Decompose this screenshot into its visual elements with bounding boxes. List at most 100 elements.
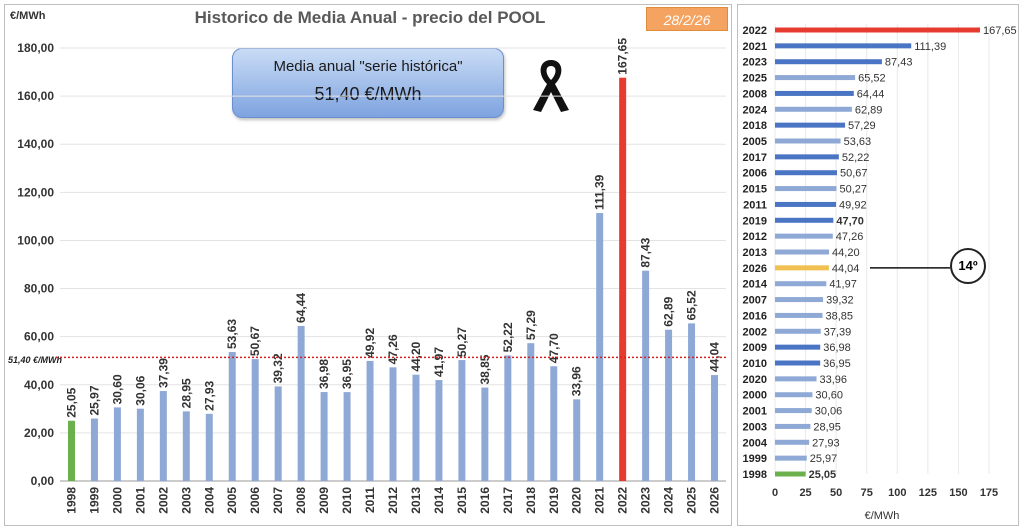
rank-bar-2003 (775, 423, 811, 429)
bar-value-label-2008: 64,44 (294, 293, 308, 323)
rank-value-label-2007: 39,32 (826, 295, 854, 307)
bar-2025 (688, 323, 696, 481)
rank-value-label-2023: 87,43 (885, 57, 913, 69)
rank-year-label-2018: 2018 (743, 120, 767, 132)
rank-year-label-2023: 2023 (743, 57, 767, 69)
rank-bar-2002 (775, 328, 821, 334)
rank-bar-2025 (775, 75, 856, 81)
bar-value-label-2000: 30,60 (110, 374, 124, 404)
bar-1998 (67, 420, 75, 481)
rank-bar-2019 (775, 217, 834, 223)
bar-value-label-2025: 65,52 (685, 290, 699, 320)
rank-value-label-2020: 33,96 (820, 374, 848, 386)
rank-year-label-2010: 2010 (743, 358, 767, 370)
rank-year-label-2013: 2013 (743, 247, 767, 259)
rank-bar-2008 (775, 90, 854, 96)
bar-2016 (481, 387, 489, 481)
bar-2020 (573, 399, 581, 481)
x-tick-label-2018: 2018 (524, 487, 538, 514)
x-tick-label-2011: 2011 (363, 487, 377, 513)
x-tick-label-2006: 2006 (248, 487, 262, 514)
rank-year-label-2009: 2009 (743, 342, 767, 354)
rank-year-label-2005: 2005 (743, 136, 767, 148)
rank-bar-2001 (775, 408, 812, 414)
rank-value-label-2002: 37,39 (824, 326, 852, 338)
x-tick-label-2022: 2022 (616, 487, 630, 514)
rank-value-label-2012: 47,26 (836, 231, 864, 243)
rank-value-label-2008: 64,44 (857, 88, 885, 100)
x-tick-label-1999: 1999 (87, 487, 101, 514)
rank-value-label-2017: 52,22 (842, 152, 870, 164)
rank-value-label-2013: 44,20 (832, 247, 860, 259)
x-tick-label-2021: 2021 (593, 487, 607, 514)
x-tick-label-2020: 2020 (570, 487, 584, 514)
rank-year-label-1999: 1999 (743, 453, 767, 465)
rank-x-tick-label: 175 (980, 487, 998, 499)
rank-value-label-2019: 47,70 (836, 215, 864, 227)
x-tick-label-2017: 2017 (501, 487, 515, 514)
rank-bar-2004 (775, 439, 810, 445)
rank-x-tick-label: 125 (919, 487, 937, 499)
x-tick-label-2007: 2007 (271, 487, 285, 514)
rank-value-label-1998: 25,05 (809, 469, 837, 481)
bar-2009 (320, 392, 328, 481)
rank-bar-2022 (775, 27, 981, 33)
rank-value-label-2005: 53,63 (844, 136, 872, 148)
x-tick-label-2016: 2016 (478, 487, 492, 514)
x-tick-label-2024: 2024 (662, 487, 676, 514)
rank-bar-2017 (775, 154, 839, 160)
rank-value-label-2015: 50,27 (839, 184, 867, 196)
rank-bar-1999 (775, 455, 807, 461)
rank-year-label-2006: 2006 (743, 168, 767, 180)
rank-year-label-2007: 2007 (743, 295, 767, 307)
bar-2004 (205, 413, 213, 481)
rank-year-label-2016: 2016 (743, 310, 767, 322)
x-tick-label-2014: 2014 (432, 487, 446, 514)
bar-value-label-2026: 44,04 (708, 342, 722, 372)
rank-bar-2026 (775, 265, 829, 271)
rank-value-label-2026: 44,04 (832, 263, 860, 275)
rank-year-label-1998: 1998 (743, 469, 767, 481)
bar-value-label-2019: 47,70 (547, 333, 561, 363)
bar-2000 (113, 407, 121, 481)
bar-2001 (136, 408, 144, 481)
bar-value-label-2010: 36,95 (340, 359, 354, 389)
bar-2018 (527, 343, 535, 481)
bar-2021 (596, 213, 604, 481)
rank-year-label-2004: 2004 (743, 437, 768, 449)
bar-value-label-2006: 50,67 (248, 326, 262, 356)
rank-value-label-2022: 167,65 (983, 25, 1017, 37)
average-callout-box: Media anual "serie histórica" 51,40 €/MW… (232, 48, 504, 118)
rank-year-label-2024: 2024 (743, 104, 768, 116)
bar-value-label-2001: 30,06 (133, 375, 147, 405)
x-tick-label-2019: 2019 (547, 487, 561, 514)
rank-bar-2023 (775, 59, 882, 65)
rank-x-tick-label: 25 (799, 487, 811, 499)
rank-badge: 14º (950, 248, 986, 284)
x-tick-label-2009: 2009 (317, 487, 331, 514)
rank-year-label-2000: 2000 (743, 390, 767, 402)
chart-title: Historico de Media Anual - precio del PO… (194, 8, 546, 27)
bar-2007 (274, 386, 282, 481)
bar-value-label-2024: 62,89 (662, 296, 676, 326)
x-tick-label-2010: 2010 (340, 487, 354, 514)
y-tick-label: 180,00 (17, 41, 54, 55)
bar-value-label-2007: 39,32 (271, 353, 285, 383)
rank-x-tick-label: 50 (830, 487, 842, 499)
bar-value-label-1998: 25,05 (64, 387, 78, 417)
bar-2015 (458, 360, 466, 481)
bar-2017 (504, 355, 512, 481)
bar-value-label-2013: 44,20 (409, 341, 423, 371)
x-tick-label-2002: 2002 (156, 487, 170, 514)
bar-value-label-2023: 87,43 (639, 237, 653, 267)
rank-bar-2021 (775, 43, 912, 49)
bar-value-label-2002: 37,39 (156, 358, 170, 388)
x-tick-label-2003: 2003 (179, 487, 193, 514)
rank-year-label-2014: 2014 (743, 279, 768, 291)
rank-bar-2014 (775, 281, 827, 287)
rank-x-tick-label: 0 (772, 487, 778, 499)
rank-value-label-2004: 27,93 (812, 437, 840, 449)
bar-2023 (642, 270, 650, 481)
bar-2014 (435, 380, 443, 481)
bar-2005 (228, 351, 236, 481)
